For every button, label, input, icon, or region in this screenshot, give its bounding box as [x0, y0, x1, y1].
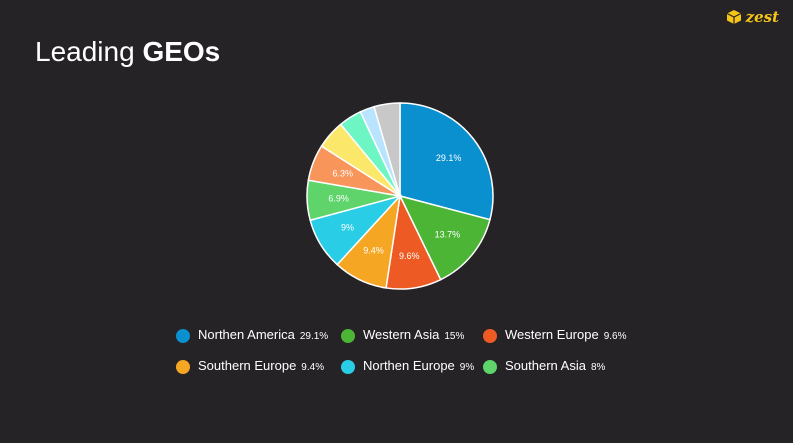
legend-name: Northen America — [198, 327, 296, 342]
legend-value: 9% — [460, 362, 475, 373]
legend-entry: Northen America 29.1% — [198, 327, 328, 342]
slice-label: 9.4% — [363, 246, 384, 256]
title: Leading GEOs — [35, 36, 220, 68]
title-bold: GEOs — [142, 36, 221, 67]
legend-name: Southern Europe — [198, 358, 296, 373]
pie-slice — [373, 102, 401, 197]
pie-slice — [398, 194, 491, 281]
legend-value: 9.6% — [604, 331, 627, 342]
legend-marker — [176, 360, 190, 374]
legend-marker — [483, 360, 497, 374]
legend-entry: Southern Asia 8% — [505, 358, 606, 373]
legend-marker — [341, 329, 355, 343]
legend-entry: Northen Europe 9% — [363, 358, 474, 373]
pie-slice — [399, 102, 494, 221]
legend-name: Western Asia — [363, 327, 440, 342]
legend-marker — [483, 329, 497, 343]
legend-marker — [176, 329, 190, 343]
slice-label: 13.7% — [435, 229, 461, 239]
legend-name: Western Europe — [505, 327, 599, 342]
title-regular: Leading — [35, 36, 135, 67]
slice-label: 6.9% — [328, 193, 349, 203]
slice-label: 9% — [341, 222, 354, 232]
legend-entry: Southern Europe 9.4% — [198, 358, 324, 373]
legend-value: 15% — [444, 331, 464, 342]
legend-entry: Western Europe 9.6% — [505, 327, 627, 342]
slice-label: 29.1% — [436, 153, 462, 163]
legend-marker — [341, 360, 355, 374]
logo-text: zest — [745, 8, 779, 26]
slice-label: 6.3% — [332, 168, 353, 178]
legend-value: 8% — [591, 362, 606, 373]
legend-name: Southern Asia — [505, 358, 587, 373]
legend-value: 29.1% — [300, 331, 328, 342]
logo: zest — [726, 8, 779, 26]
legend-entry: Western Asia 15% — [363, 327, 464, 342]
legend-name: Northen Europe — [363, 358, 455, 373]
legend-value: 9.4% — [301, 362, 324, 373]
slice-label: 9.6% — [399, 251, 420, 261]
logo-icon — [726, 10, 741, 24]
